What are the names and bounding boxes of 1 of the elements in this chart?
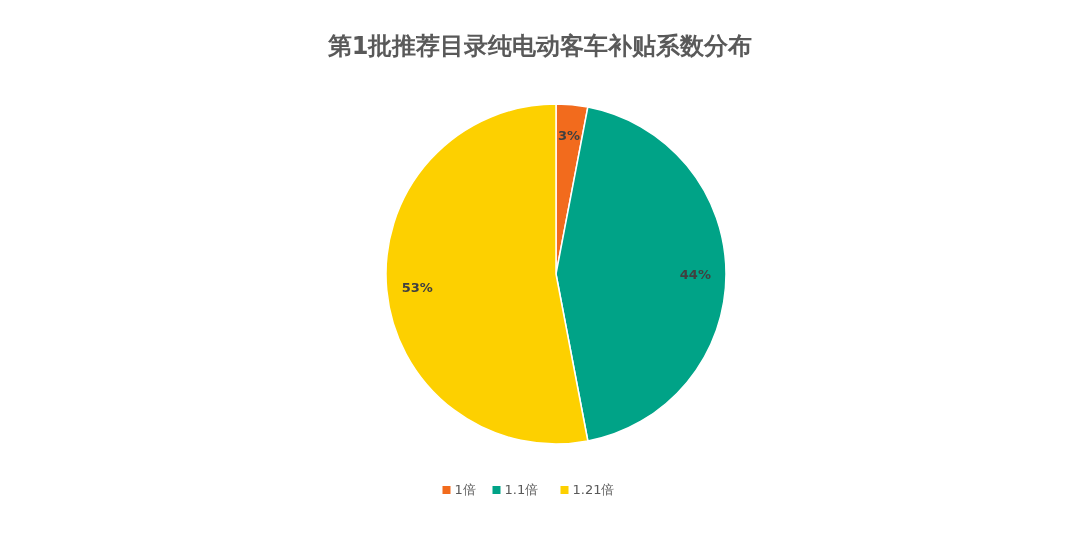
title: 第1批推荐目录纯电动客车补贴系数分布	[327, 32, 753, 60]
